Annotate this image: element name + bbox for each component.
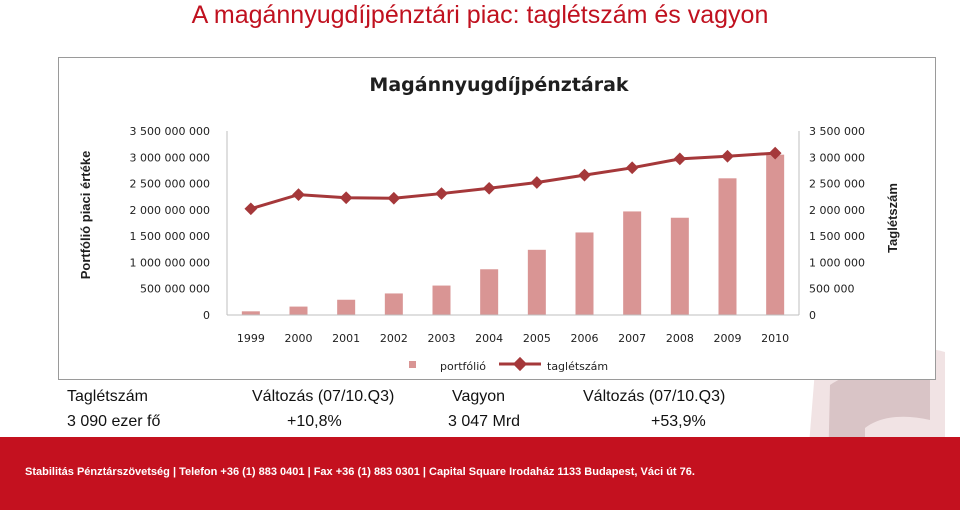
y-tick-label-right: 3 000 000 (809, 151, 865, 164)
bar (337, 299, 356, 315)
y-tick-label-left: 2 000 000 000 (130, 204, 210, 217)
legend-swatch-portfolio (409, 361, 416, 368)
line-point (244, 202, 258, 216)
bar (480, 269, 499, 315)
x-tick-label: 2010 (761, 332, 789, 345)
x-tick-label: 2002 (380, 332, 408, 345)
y-tick-label-left: 1 000 000 000 (130, 256, 210, 269)
bar (670, 217, 689, 315)
legend-label-portfolio: portfólió (440, 360, 486, 373)
members-change-label: Változás (07/10.Q3) (252, 388, 395, 405)
y-tick-label-right: 2 000 000 (809, 204, 865, 217)
bar (575, 232, 594, 315)
footer-text: Stabilitás Pénztárszövetség | Telefon +3… (25, 466, 695, 478)
assets-change-value: +53,9% (651, 413, 706, 430)
x-tick-label: 2008 (666, 332, 694, 345)
y-tick-label-right: 500 000 (809, 283, 855, 296)
line-point (673, 152, 687, 166)
x-tick-label: 2007 (618, 332, 646, 345)
bar (623, 211, 642, 315)
y-tick-label-right: 1 500 000 (809, 230, 865, 243)
x-tick-label: 2001 (332, 332, 360, 345)
line-series (244, 146, 782, 216)
y-tick-label-right: 1 000 000 (809, 256, 865, 269)
footer-bar: Stabilitás Pénztárszövetség | Telefon +3… (0, 437, 960, 510)
y-tick-label-left: 3 000 000 000 (130, 151, 210, 164)
y-tick-label-right: 0 (809, 309, 816, 322)
x-tick-label: 2006 (571, 332, 599, 345)
y-tick-label-right: 3 500 000 (809, 125, 865, 138)
chart-frame: Magánnyugdíjpénztárak 0 500 000 000 1 000 … (58, 57, 936, 380)
bar (766, 154, 785, 315)
x-tick-label: 1999 (237, 332, 265, 345)
line-point (578, 168, 591, 182)
line-path (250, 151, 776, 211)
y-tick-label-left: 0 (203, 309, 210, 322)
bar (432, 285, 451, 315)
x-tick-label: 2005 (523, 332, 551, 345)
line-point (625, 161, 639, 175)
line-point (435, 187, 448, 200)
assets-value: 3 047 Mrd (448, 413, 521, 430)
y-axis-right-title: Taglétszám (885, 183, 900, 253)
y-tick-label-right: 2 500 000 (809, 178, 865, 191)
line-point (482, 181, 496, 195)
chart: Magánnyugdíjpénztárak 0 500 000 000 1 000 … (78, 74, 900, 373)
slide-title: A magánnyugdíjpénztári piac: taglétszám … (191, 1, 769, 29)
bar (527, 249, 546, 315)
legend-label-members: taglétszám (547, 360, 608, 373)
y-axis-right: 0 500 000 1 000 000 1 500 000 2 000 000 2 500… (809, 125, 865, 322)
y-axis-left: 0 500 000 000 1 000 000 000 1 500 000 000 2 … (130, 125, 210, 322)
line-point (339, 191, 353, 205)
members-value: 3 090 ezer fő (67, 413, 161, 430)
members-label: Taglétszám (67, 388, 148, 405)
legend-swatch-members-marker (512, 356, 528, 372)
bar (384, 293, 403, 315)
line-point (530, 176, 544, 189)
y-tick-label-left: 500 000 000 (140, 283, 210, 296)
y-axis-left-title: Portfólió piaci értéke (78, 151, 93, 280)
bar (289, 306, 308, 315)
bar (718, 178, 737, 315)
line-point (721, 149, 734, 163)
assets-change-label: Változás (07/10.Q3) (583, 388, 726, 405)
x-axis: 1999 2000 2001 2002 2003 2004 2005 2006 2007 2008… (237, 332, 789, 345)
assets-label: Vagyon (452, 388, 506, 405)
bar (241, 311, 260, 315)
line-point (387, 191, 401, 205)
x-tick-label: 2000 (285, 332, 313, 345)
chart-title: Magánnyugdíjpénztárak (369, 74, 629, 96)
y-tick-label-left: 3 500 000 000 (130, 125, 210, 138)
x-tick-label: 2009 (714, 332, 742, 345)
y-tick-label-left: 1 500 000 000 (130, 230, 210, 243)
x-tick-label: 2003 (428, 332, 456, 345)
legend: portfólió taglétszám (409, 356, 608, 373)
members-change-value: +10,8% (287, 413, 342, 430)
bar-series (241, 154, 785, 315)
y-tick-label-left: 2 500 000 000 (130, 178, 210, 191)
x-tick-label: 2004 (475, 332, 503, 345)
line-point (292, 188, 305, 201)
